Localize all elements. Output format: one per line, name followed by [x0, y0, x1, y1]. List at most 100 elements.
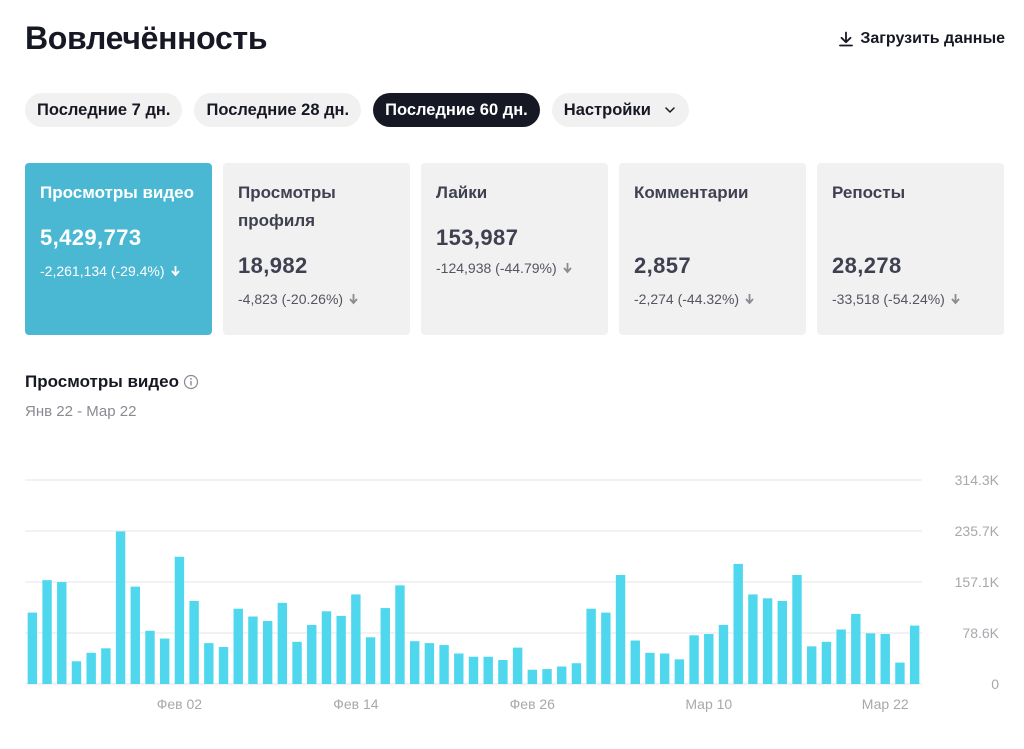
chart-bar[interactable] — [130, 586, 140, 684]
chart-bar[interactable] — [512, 647, 523, 684]
chart-bar[interactable] — [895, 662, 905, 684]
chart-bar[interactable] — [557, 666, 567, 684]
chart-bar[interactable] — [762, 598, 773, 684]
chart-bar[interactable] — [792, 574, 802, 684]
metric-label: Просмотры профиля — [238, 183, 336, 230]
chart-bar[interactable] — [851, 613, 861, 684]
chart-bar[interactable] — [27, 612, 38, 684]
chart-bar[interactable] — [689, 635, 699, 684]
metric-card-video-views[interactable]: Просмотры видео 5,429,773 -2,261,134 (-2… — [25, 163, 212, 335]
metric-label: Комментарии — [634, 183, 749, 202]
chart-title: Просмотры видео — [25, 372, 199, 392]
chart-bar[interactable] — [248, 616, 258, 685]
chart-bar[interactable] — [674, 659, 685, 684]
metric-card-likes[interactable]: Лайки 153,987 -124,938 (-44.79%) — [421, 163, 608, 335]
arrow-down-icon — [562, 262, 572, 274]
chart-bar[interactable] — [659, 653, 670, 684]
chart-bar[interactable] — [777, 600, 788, 684]
period-60-days-button[interactable]: Последние 60 дн. — [373, 93, 540, 127]
chart-bar[interactable] — [409, 641, 420, 684]
chart-bar[interactable] — [71, 661, 82, 684]
chart-bar[interactable] — [468, 656, 479, 684]
chart-bar[interactable] — [351, 594, 361, 684]
arrow-down-icon — [170, 265, 180, 277]
metric-delta: -33,518 (-54.24%) — [832, 288, 989, 310]
chart-bar[interactable] — [101, 648, 111, 684]
chart-bar[interactable] — [277, 602, 288, 684]
chart-bar[interactable] — [807, 646, 817, 684]
chart-bar[interactable] — [909, 625, 920, 684]
chart-bar[interactable] — [380, 608, 390, 684]
chart-bar[interactable] — [204, 643, 214, 684]
metric-label: Лайки — [436, 183, 488, 202]
chart-bar[interactable] — [645, 652, 655, 684]
download-icon — [839, 31, 854, 47]
chart-bar[interactable] — [615, 574, 626, 684]
chart-bar[interactable] — [880, 634, 890, 684]
download-label: Загрузить данные — [860, 30, 1005, 47]
chart-bar[interactable] — [365, 637, 376, 684]
chart-bar[interactable] — [307, 624, 317, 684]
chart-bar[interactable] — [336, 615, 346, 684]
settings-dropdown[interactable]: Настройки — [551, 93, 689, 127]
metric-delta: -124,938 (-44.79%) — [436, 257, 593, 279]
chevron-down-icon — [665, 107, 675, 113]
chart-bar[interactable] — [542, 669, 552, 684]
chart-bar[interactable] — [748, 594, 758, 684]
chart-bar[interactable] — [262, 621, 273, 684]
period-28-days-button[interactable]: Последние 28 дн. — [194, 93, 362, 127]
chart-bar[interactable] — [630, 640, 640, 684]
chart-bar[interactable] — [498, 659, 508, 684]
metric-card-shares[interactable]: Репосты 28,278 -33,518 (-54.24%) — [817, 163, 1004, 335]
y-tick-label: 314.3K — [955, 472, 1000, 488]
chart-bar[interactable] — [174, 556, 185, 684]
metric-delta: -2,274 (-44.32%) — [634, 288, 791, 310]
chart-bar[interactable] — [218, 647, 229, 684]
chart-bar[interactable] — [527, 669, 538, 684]
chart-bar[interactable] — [86, 652, 96, 684]
metric-delta-text: -33,518 (-54.24%) — [832, 291, 945, 307]
metric-value: 5,429,773 — [40, 225, 142, 250]
chart-bar[interactable] — [292, 641, 302, 684]
arrow-down-icon — [951, 293, 960, 305]
chart-bar[interactable] — [159, 638, 170, 684]
chart-bar[interactable] — [439, 645, 449, 684]
download-data-button[interactable]: Загрузить данные — [838, 30, 1005, 48]
metric-cards: Просмотры видео 5,429,773 -2,261,134 (-2… — [25, 163, 1004, 335]
chart-bar[interactable] — [233, 608, 243, 684]
period-7-days-button[interactable]: Последние 7 дн. — [25, 93, 183, 127]
metric-card-profile-views[interactable]: Просмотры профиля 18,982 -4,823 (-20.26%… — [223, 163, 410, 335]
chart-bar[interactable] — [821, 641, 832, 684]
chart-bar[interactable] — [454, 653, 464, 684]
metric-card-comments[interactable]: Комментарии 2,857 -2,274 (-44.32%) — [619, 163, 806, 335]
x-tick-label: Фев 02 — [157, 696, 203, 712]
page-title: Вовлечённость — [25, 20, 268, 56]
chart-bar[interactable] — [145, 630, 155, 684]
x-tick-label: Фев 26 — [510, 696, 556, 712]
chart-bar[interactable] — [189, 600, 199, 684]
chart-date-range: Янв 22 - Мар 22 — [25, 403, 137, 420]
x-tick-label: Фев 14 — [333, 696, 379, 712]
chart-bar[interactable] — [733, 563, 743, 684]
info-icon[interactable] — [183, 374, 199, 390]
chart-bar[interactable] — [57, 582, 67, 684]
chart-bar[interactable] — [395, 585, 405, 684]
chart-bar[interactable] — [586, 608, 596, 684]
chart-bar[interactable] — [571, 663, 582, 684]
chart-bar[interactable] — [601, 612, 611, 684]
metric-value: 18,982 — [238, 253, 308, 278]
chart-bar[interactable] — [718, 624, 729, 684]
period-selector: Последние 7 дн. Последние 28 дн. Последн… — [25, 93, 689, 127]
chart-bar[interactable] — [321, 611, 332, 684]
chart-bar[interactable] — [42, 580, 52, 684]
chart-bar[interactable] — [865, 633, 876, 684]
y-tick-label: 235.7K — [955, 523, 1000, 539]
chart-bar[interactable] — [704, 634, 714, 684]
chart-bar[interactable] — [836, 629, 846, 684]
arrow-down-icon — [349, 293, 358, 305]
chart-bar[interactable] — [483, 656, 493, 684]
arrow-down-icon — [745, 293, 754, 305]
metric-label: Репосты — [832, 183, 906, 202]
chart-bar[interactable] — [115, 531, 126, 684]
chart-bar[interactable] — [424, 643, 435, 684]
